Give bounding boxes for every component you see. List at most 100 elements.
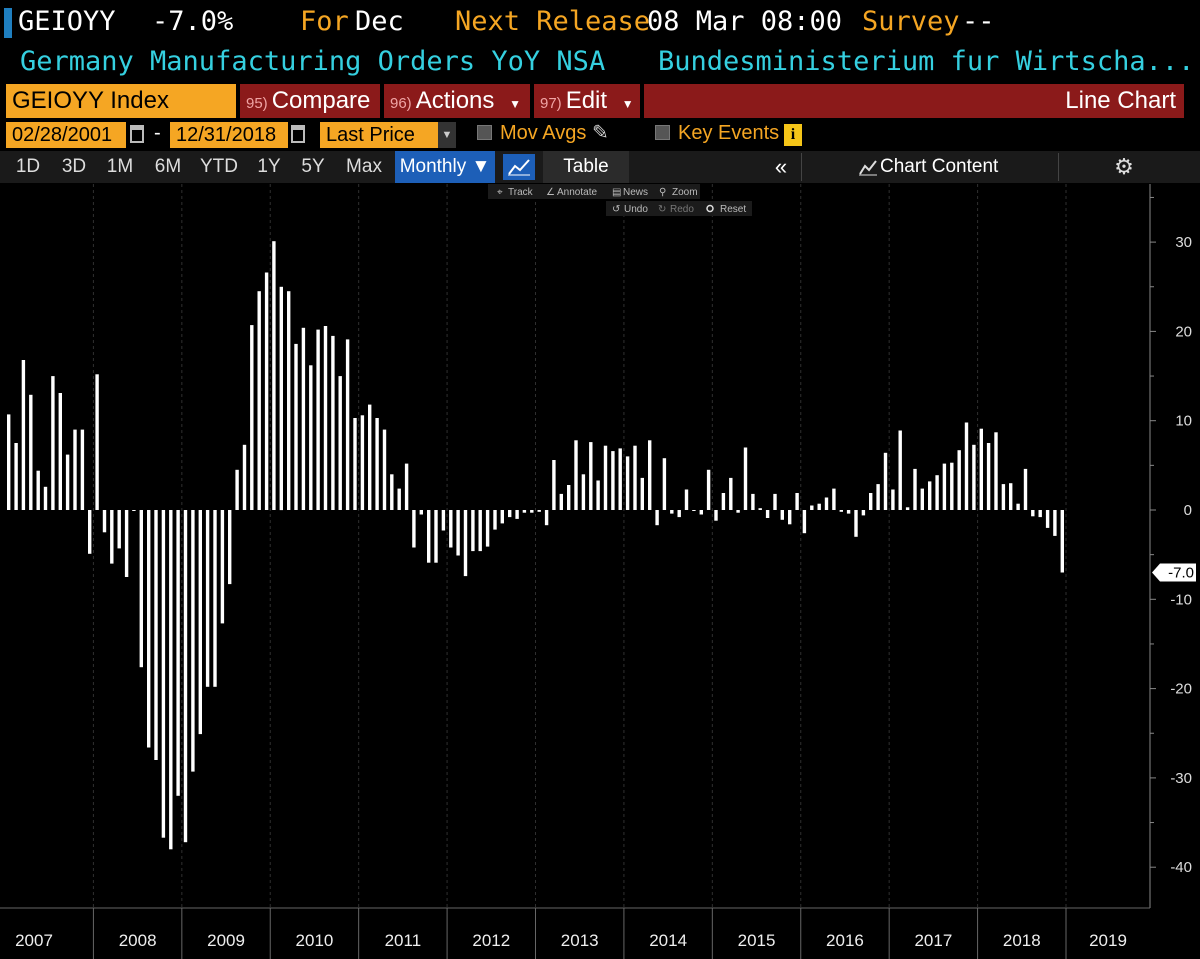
period-1d[interactable]: 1D — [15, 156, 41, 177]
bar — [559, 493, 563, 510]
bar — [198, 510, 202, 735]
bar — [640, 477, 644, 510]
bar — [618, 448, 622, 510]
bar — [883, 452, 888, 510]
period-max[interactable]: Max — [346, 156, 382, 177]
bar — [21, 360, 26, 510]
period-5y[interactable]: 5Y — [301, 156, 325, 177]
bar — [161, 510, 166, 838]
bar — [950, 462, 954, 510]
annotate-button[interactable]: Annotate — [557, 187, 597, 198]
bar — [478, 510, 482, 552]
bar — [7, 414, 11, 510]
chart-content-button[interactable]: Chart Content — [880, 156, 999, 177]
bar — [1060, 510, 1064, 573]
bar — [920, 488, 924, 510]
bar — [427, 510, 431, 563]
bar — [898, 430, 902, 510]
chart-area[interactable]: ⌖ Track ∠ Annotate ▤ News ⚲ Zoom ↺ Undo … — [0, 184, 1200, 959]
bar — [1016, 503, 1020, 510]
edit-button[interactable]: 97) Edit ▼ — [534, 84, 640, 118]
x-tick-label: 2008 — [119, 931, 157, 950]
pencil-icon[interactable]: ✎ — [592, 122, 609, 144]
bar — [670, 510, 674, 514]
news-button[interactable]: News — [623, 187, 648, 198]
bar — [817, 503, 821, 510]
bar — [832, 488, 836, 510]
next-release-value: 08 Mar 08:00 — [647, 6, 843, 37]
period-3d[interactable]: 3D — [61, 156, 87, 177]
bar — [979, 428, 983, 510]
x-tick-label: 2019 — [1089, 931, 1127, 950]
key-events-label: Key Events — [678, 122, 780, 144]
mov-avgs-checkbox[interactable] — [477, 125, 492, 140]
bar — [986, 443, 991, 510]
bar — [316, 329, 320, 510]
bar — [117, 510, 121, 549]
compare-button[interactable]: 95) Compare — [240, 84, 380, 118]
period-ytd[interactable]: YTD — [200, 156, 238, 177]
frequency-select[interactable]: Monthly ▼ — [395, 151, 495, 183]
bar — [412, 510, 416, 548]
key-events-checkbox[interactable] — [655, 125, 670, 140]
last-value-text: -7.0 — [1168, 565, 1194, 582]
gear-icon[interactable]: ⚙ — [1114, 154, 1134, 179]
actions-number: 96) — [390, 95, 412, 112]
bar — [264, 272, 269, 510]
actions-button[interactable]: 96) Actions ▼ — [384, 84, 530, 118]
info-icon[interactable]: i — [784, 124, 802, 146]
bar — [375, 418, 379, 510]
bar — [176, 510, 180, 796]
bar — [596, 480, 600, 510]
undo-button[interactable]: Undo — [624, 204, 648, 215]
x-tick-label: 2017 — [914, 931, 952, 950]
divider — [1058, 153, 1059, 181]
field-select[interactable]: Last Price — [320, 122, 438, 148]
chart-type-title: Line Chart — [644, 84, 1184, 118]
zoom-button[interactable]: Zoom — [672, 187, 698, 198]
bar — [88, 510, 92, 554]
redo-button[interactable]: Redo — [670, 204, 694, 215]
x-tick-label: 2015 — [738, 931, 776, 950]
bar — [309, 365, 313, 510]
bar — [272, 241, 276, 510]
security-text: GEIOYY Index — [12, 87, 169, 114]
x-tick-label: 2016 — [826, 931, 864, 950]
bar — [891, 489, 895, 510]
start-date-input[interactable]: 02/28/2001 — [6, 122, 126, 148]
y-tick-label: 30 — [1175, 234, 1192, 251]
for-period: Dec — [355, 6, 404, 37]
security-field[interactable]: GEIOYY Index — [6, 84, 236, 118]
bar — [1001, 484, 1006, 510]
calendar-icon[interactable] — [291, 125, 305, 143]
bar — [625, 456, 630, 510]
period-1y[interactable]: 1Y — [257, 156, 281, 177]
collapse-icon[interactable]: « — [774, 154, 788, 179]
period-6m[interactable]: 6M — [154, 156, 182, 177]
y-tick-label: -10 — [1170, 591, 1192, 608]
last-value-tag — [1152, 563, 1196, 582]
reset-button[interactable]: Reset — [720, 204, 746, 215]
bar — [846, 510, 851, 514]
edit-number: 97) — [540, 95, 562, 112]
year-grid — [92, 184, 1067, 908]
table-button[interactable]: Table — [543, 151, 629, 183]
for-label: For — [300, 6, 349, 37]
line-chart-icon[interactable] — [503, 154, 535, 180]
mov-avgs-label: Mov Avgs — [500, 122, 587, 144]
bar — [567, 485, 571, 510]
bar — [972, 444, 976, 510]
date-range-row: 02/28/2001 - 12/31/2018 Last Price ▼ Mov… — [0, 119, 1200, 151]
bar — [463, 510, 468, 577]
calendar-icon[interactable] — [130, 125, 144, 143]
bar — [147, 510, 151, 748]
mini-toolbar-bg-2 — [606, 201, 752, 216]
quote-header: GEIOYY -7.0% For Dec Next Release 08 Mar… — [0, 0, 1200, 44]
chevron-down-icon[interactable]: ▼ — [438, 122, 456, 148]
track-button[interactable]: Track — [508, 187, 534, 198]
end-date-input[interactable]: 12/31/2018 — [170, 122, 288, 148]
y-tick-label: 20 — [1175, 323, 1192, 340]
description-row: Germany Manufacturing Orders YoY NSA Bun… — [0, 44, 1200, 84]
bar — [331, 335, 335, 510]
period-1m[interactable]: 1M — [106, 156, 134, 177]
